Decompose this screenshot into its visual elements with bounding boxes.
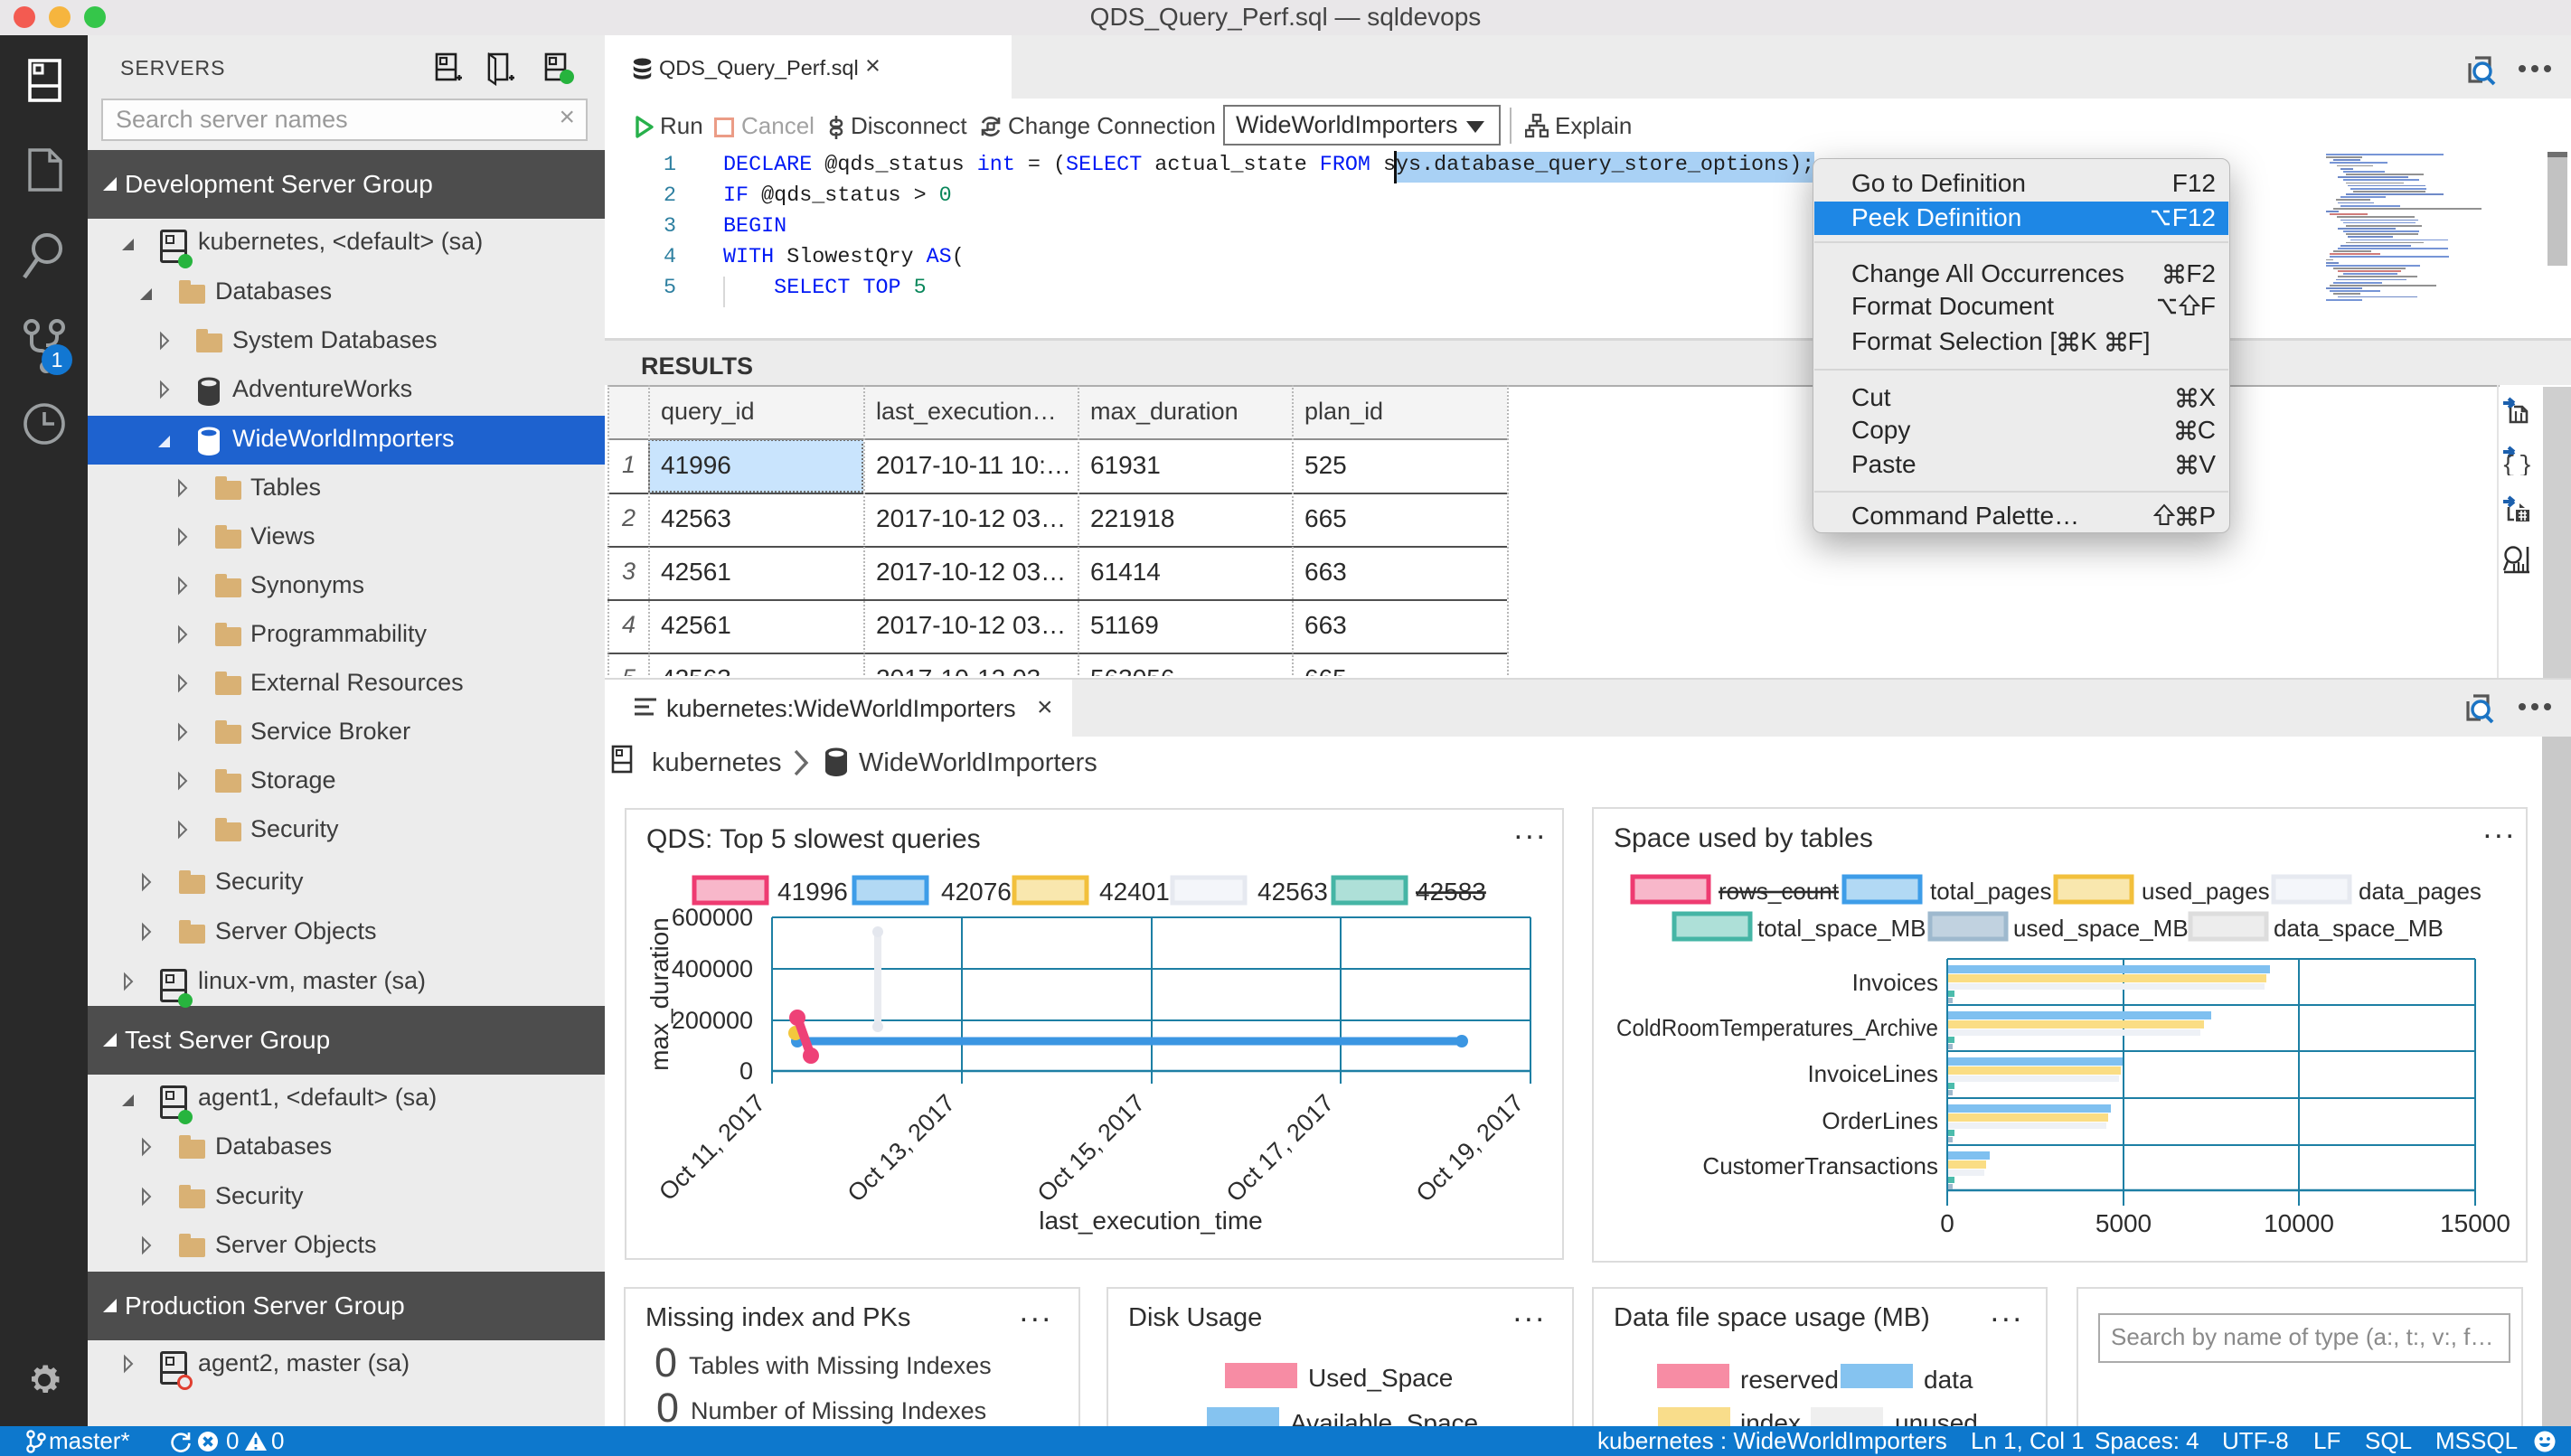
svg-text:used_space_MB: used_space_MB bbox=[2013, 915, 2189, 942]
svg-text:Invoices: Invoices bbox=[1852, 969, 1938, 996]
svg-text:42076: 42076 bbox=[941, 878, 1012, 906]
svg-text:max_duration: max_duration bbox=[645, 917, 673, 1071]
svg-text:ColdRoomTemperatures_Archive: ColdRoomTemperatures_Archive bbox=[1616, 1014, 1938, 1041]
svg-text:CustomerTransactions: CustomerTransactions bbox=[1702, 1152, 1938, 1179]
svg-text:last_execution_time: last_execution_time bbox=[1039, 1207, 1262, 1235]
svg-text:400000: 400000 bbox=[672, 955, 753, 982]
svg-text:InvoiceLines: InvoiceLines bbox=[1807, 1060, 1938, 1087]
svg-text:600000: 600000 bbox=[672, 904, 753, 931]
svg-text:data_pages: data_pages bbox=[2359, 878, 2482, 905]
svg-text:Oct 11, 2017: Oct 11, 2017 bbox=[654, 1089, 770, 1206]
svg-text:data_space_MB: data_space_MB bbox=[2274, 915, 2444, 942]
svg-text:rows_count: rows_count bbox=[1719, 878, 1840, 905]
svg-text:{: { bbox=[2501, 452, 2516, 475]
svg-text:total_pages: total_pages bbox=[1930, 878, 2051, 905]
svg-text:Oct 17, 2017: Oct 17, 2017 bbox=[1221, 1089, 1340, 1207]
svg-text:Oct 13, 2017: Oct 13, 2017 bbox=[843, 1089, 961, 1207]
svg-text:10000: 10000 bbox=[2264, 1209, 2334, 1237]
svg-text:OrderLines: OrderLines bbox=[1822, 1107, 1938, 1134]
svg-text:0: 0 bbox=[1940, 1209, 1954, 1237]
svg-text:42401: 42401 bbox=[1099, 878, 1170, 906]
svg-text:5000: 5000 bbox=[2095, 1209, 2152, 1237]
svg-text:42563: 42563 bbox=[1257, 878, 1328, 906]
svg-text:15000: 15000 bbox=[2440, 1209, 2510, 1237]
svg-text:Oct 19, 2017: Oct 19, 2017 bbox=[1411, 1089, 1530, 1207]
svg-text:0: 0 bbox=[739, 1057, 753, 1085]
svg-text:total_space_MB: total_space_MB bbox=[1757, 915, 1926, 942]
svg-text:41996: 41996 bbox=[777, 878, 848, 906]
svg-text:}: } bbox=[2519, 452, 2532, 475]
svg-text:Oct 15, 2017: Oct 15, 2017 bbox=[1032, 1089, 1151, 1207]
svg-text:42583: 42583 bbox=[1416, 878, 1486, 906]
svg-text:200000: 200000 bbox=[672, 1007, 753, 1034]
svg-text:used_pages: used_pages bbox=[2142, 878, 2270, 905]
